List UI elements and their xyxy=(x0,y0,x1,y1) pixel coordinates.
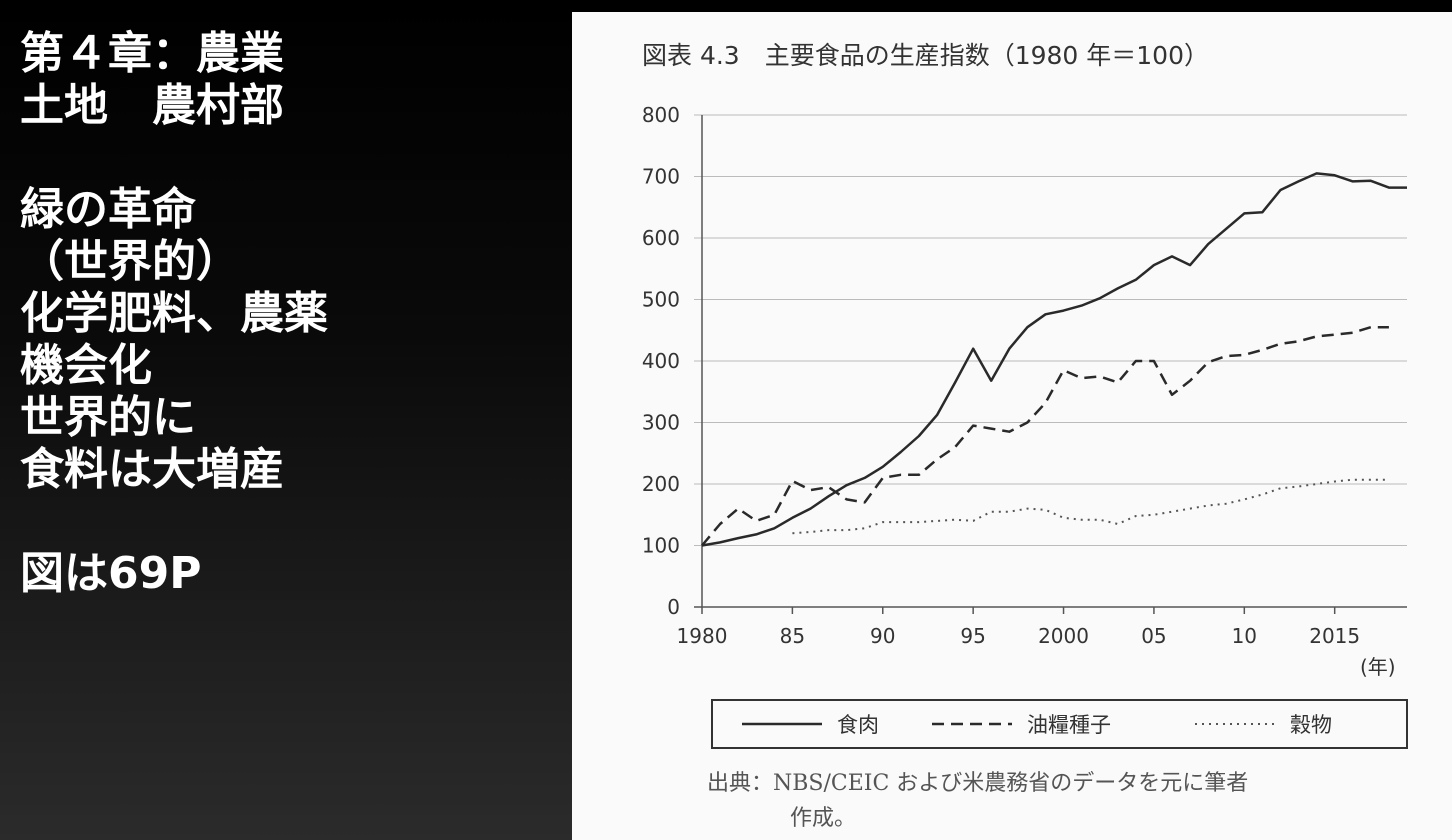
legend-label: 油糧種子 xyxy=(1027,713,1111,737)
series-line-dashed xyxy=(701,325,1389,547)
x-tick-label: 2000 xyxy=(1038,624,1089,648)
x-tick-label: 10 xyxy=(1232,624,1257,648)
x-tick-label: 05 xyxy=(1141,624,1166,648)
slide-line: 化学肥料、農薬 xyxy=(20,288,328,339)
y-tick-label: 400 xyxy=(642,349,680,373)
slide-spacer xyxy=(20,132,560,184)
y-tick-label: 300 xyxy=(642,411,680,435)
line-chart: 図表 4.3 主要食品の生産指数（1980 年＝100） 0 100 200 300 4… xyxy=(642,41,1408,831)
y-tick-label: 100 xyxy=(642,534,680,558)
slide-line: 世界的に xyxy=(20,392,196,443)
source-note: 作成。 xyxy=(790,806,856,831)
x-tick-label: 1980 xyxy=(677,624,728,648)
y-tick-label: 600 xyxy=(642,226,680,250)
x-tick-label: 90 xyxy=(870,624,895,648)
x-tick-label: 85 xyxy=(780,624,805,648)
y-tick-label: 500 xyxy=(642,288,680,312)
legend-label: 穀物 xyxy=(1290,713,1332,737)
series-line-dotted xyxy=(792,478,1389,535)
slide-line: 図は69P xyxy=(20,548,202,599)
figure-panel: 図表 4.3 主要食品の生産指数（1980 年＝100） 0 100 200 300 4… xyxy=(572,12,1452,840)
x-axis-label: (年) xyxy=(1360,655,1396,679)
slide-line: 土地 農村部 xyxy=(20,80,284,131)
y-tick-label: 0 xyxy=(667,595,680,619)
x-tick-label: 2015 xyxy=(1309,624,1360,648)
series-line-solid xyxy=(701,172,1407,547)
slide-line: 機会化 xyxy=(20,340,152,391)
legend-label: 食肉 xyxy=(837,713,879,737)
slide-text-block: 第４章：農業 土地 農村部 緑の革命 （世界的） 化学肥料、農薬 機会化 世界的に 食料は大増… xyxy=(20,28,560,600)
slide-line: 第４章：農業 xyxy=(20,28,284,79)
y-tick-label: 700 xyxy=(642,165,680,189)
legend-box xyxy=(711,699,1408,749)
x-tick-label: 95 xyxy=(960,624,985,648)
slide-line: （世界的） xyxy=(20,236,240,287)
slide-line: 緑の革命 xyxy=(20,184,196,235)
source-note: 出典：NBS/CEIC および米農務省のデータを元に筆者 xyxy=(707,771,1248,796)
y-tick-label: 800 xyxy=(642,103,680,127)
y-tick-label: 200 xyxy=(642,472,680,496)
chart-title: 図表 4.3 主要食品の生産指数（1980 年＝100） xyxy=(642,41,1209,70)
slide-spacer xyxy=(20,496,560,548)
slide-line: 食料は大増産 xyxy=(20,444,284,495)
